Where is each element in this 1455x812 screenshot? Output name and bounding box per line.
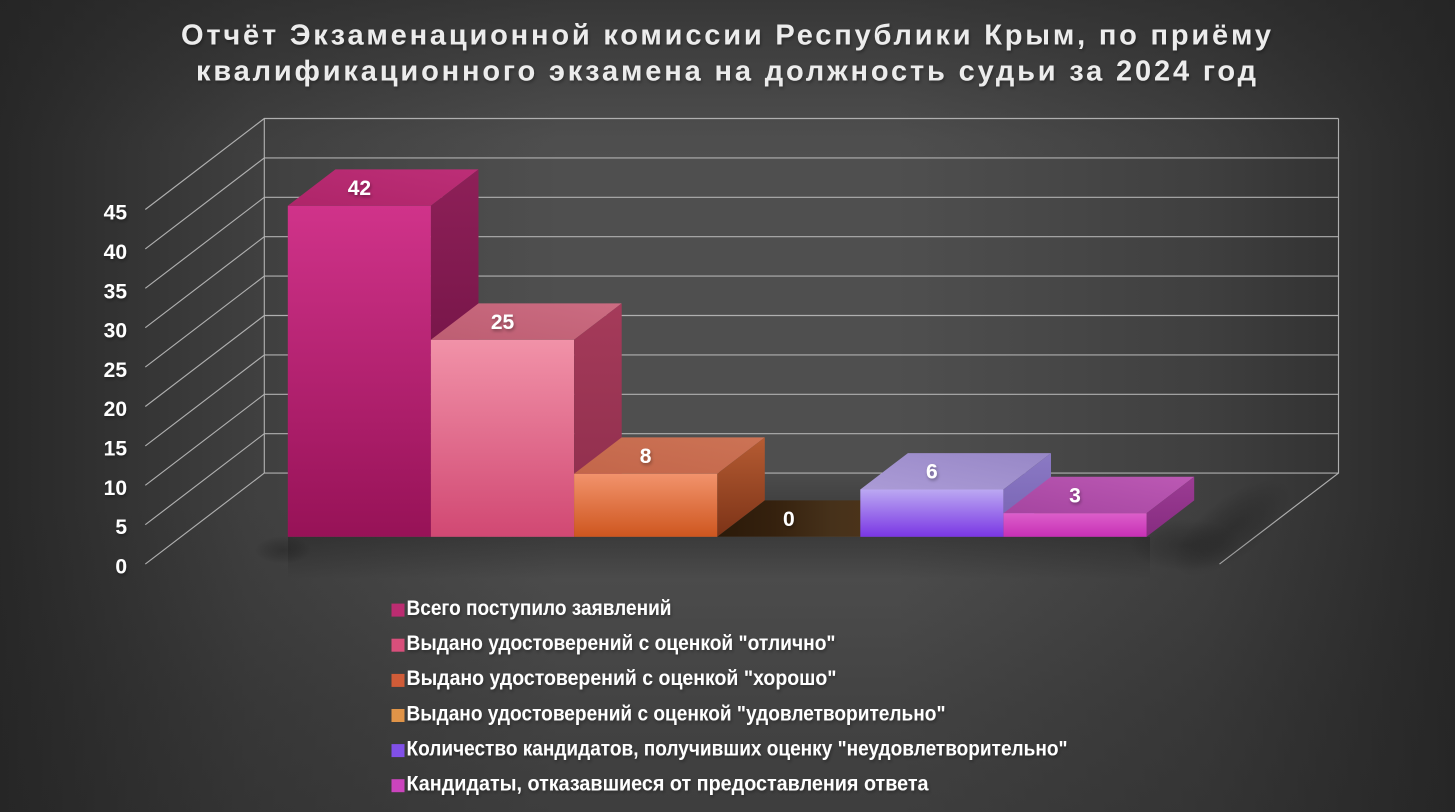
svg-text:25: 25 bbox=[491, 311, 515, 334]
svg-text:Всего поступило заявлений: Всего поступило заявлений bbox=[407, 597, 672, 620]
svg-text:6: 6 bbox=[926, 461, 938, 484]
svg-text:Выдано удостоверений с оценкой: Выдано удостоверений с оценкой "удовлетв… bbox=[407, 702, 946, 725]
svg-text:40: 40 bbox=[104, 241, 127, 264]
svg-text:10: 10 bbox=[104, 477, 127, 500]
svg-text:5: 5 bbox=[115, 516, 127, 539]
svg-text:квалификационного экзамена на: квалификационного экзамена на должность … bbox=[196, 56, 1256, 88]
svg-text:42: 42 bbox=[348, 177, 371, 200]
svg-text:3: 3 bbox=[1069, 484, 1081, 507]
svg-text:Отчёт Экзаменационной комиссии: Отчёт Экзаменационной комиссии Республик… bbox=[181, 19, 1271, 51]
svg-text:0: 0 bbox=[115, 555, 127, 578]
svg-text:35: 35 bbox=[104, 280, 128, 303]
svg-text:Кандидаты, отказавшиеся от пре: Кандидаты, отказавшиеся от предоставлени… bbox=[407, 773, 929, 796]
svg-text:20: 20 bbox=[104, 398, 127, 421]
svg-text:Выдано удостоверений с оценкой: Выдано удостоверений с оценкой "отлично" bbox=[407, 632, 836, 655]
svg-text:30: 30 bbox=[104, 320, 127, 343]
svg-text:0: 0 bbox=[783, 508, 795, 531]
svg-text:Количество кандидатов, получив: Количество кандидатов, получивших оценку… bbox=[407, 737, 1068, 760]
svg-text:8: 8 bbox=[640, 445, 652, 468]
svg-text:45: 45 bbox=[104, 202, 128, 225]
svg-text:25: 25 bbox=[104, 359, 128, 382]
svg-text:15: 15 bbox=[104, 438, 128, 461]
svg-text:Выдано удостоверений с оценкой: Выдано удостоверений с оценкой "хорошо" bbox=[407, 667, 837, 690]
